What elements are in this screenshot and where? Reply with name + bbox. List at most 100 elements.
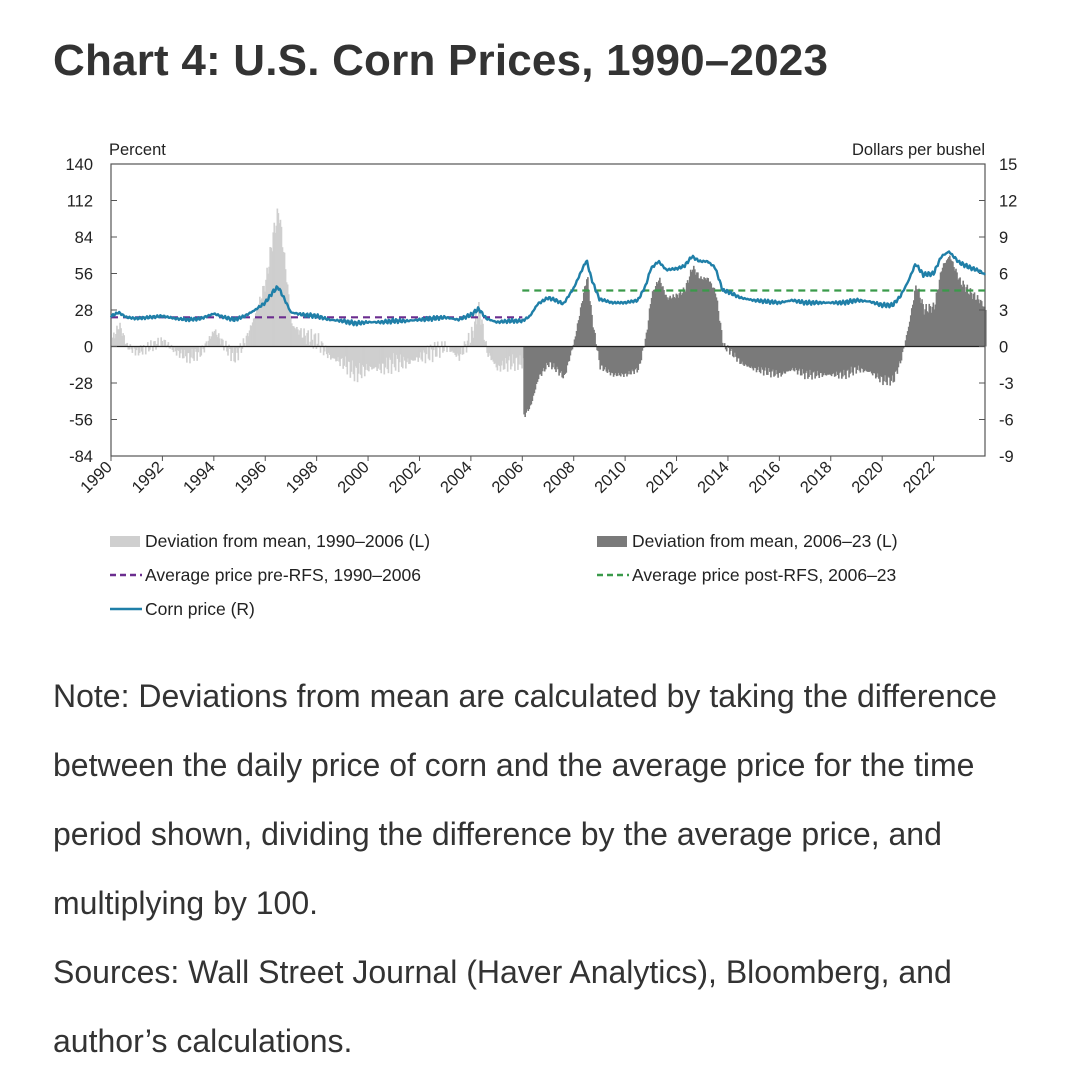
deviation-bar-post [828, 346, 831, 375]
deviation-bar-pre [271, 251, 274, 347]
deviation-bar-pre [238, 346, 241, 349]
deviation-bar-pre [243, 343, 246, 347]
deviation-bar-post [900, 346, 903, 361]
deviation-bar-post [821, 346, 824, 377]
deviation-bar-post [966, 284, 969, 347]
deviation-bar-post [804, 346, 806, 380]
deviation-bar-pre [246, 333, 249, 347]
deviation-bar-post [930, 312, 933, 347]
deviation-bar-post [881, 346, 883, 378]
deviation-bar-post [723, 343, 726, 347]
deviation-bar-pre [218, 338, 221, 347]
deviation-bar-post [899, 346, 902, 364]
deviation-bar-pre [267, 273, 269, 347]
deviation-bar-post [808, 346, 810, 377]
deviation-bar-pre [451, 346, 453, 351]
axes [110, 163, 986, 461]
deviation-bar-post [890, 346, 893, 381]
deviation-bar-pre [266, 267, 268, 347]
deviation-bar-post [876, 346, 878, 378]
deviation-bar-pre [268, 266, 270, 347]
deviation-bar-post [780, 346, 783, 377]
deviation-bar-post [974, 299, 977, 347]
deviation-bar-pre [259, 296, 261, 347]
deviation-bar-post [665, 294, 667, 347]
deviation-bar-post [698, 278, 700, 347]
deviation-bar-post [630, 346, 632, 375]
deviation-bar-pre [429, 344, 432, 347]
deviation-bar-post [956, 272, 958, 347]
deviation-bar-pre [506, 346, 509, 372]
deviation-bar-pre [287, 294, 290, 347]
deviation-bar-pre [150, 340, 152, 347]
legend-swatch-dev-post [597, 536, 627, 547]
deviation-bar-post [910, 308, 913, 347]
deviation-bar-pre [521, 346, 523, 369]
deviation-bar-post [961, 286, 963, 347]
deviation-bar-post [912, 304, 914, 347]
deviation-bar-post [746, 346, 749, 367]
deviation-bar-post [576, 323, 579, 347]
deviation-bar-pre [258, 304, 260, 347]
deviation-bar-post [859, 346, 862, 373]
deviation-bar-post [854, 346, 857, 368]
deviation-bar-post [895, 346, 898, 371]
deviation-bar-pre [342, 346, 344, 369]
deviation-bar-post [798, 346, 801, 369]
deviation-bar-pre [415, 346, 417, 358]
deviation-bar-post [597, 346, 599, 352]
deviation-bar-post [796, 346, 799, 375]
deviation-bar-pre [406, 346, 408, 363]
deviation-bar-post [749, 346, 752, 368]
deviation-bar-pre [509, 346, 512, 370]
deviation-bar-pre [142, 344, 145, 347]
deviation-bar-pre [463, 341, 466, 347]
deviation-bar-post [902, 346, 905, 349]
deviation-bar-post [559, 346, 561, 373]
x-tick-label: 2020 [848, 458, 887, 497]
deviation-bar-post [860, 346, 863, 369]
deviation-bar-pre [136, 346, 139, 348]
deviation-bar-pre [208, 336, 211, 347]
deviation-bar-post [574, 336, 577, 347]
deviation-bar-post [981, 306, 984, 347]
deviation-bar-post [908, 321, 911, 347]
deviation-bar-pre [484, 342, 486, 347]
deviation-bar-post [985, 309, 987, 347]
deviation-bar-pre [392, 346, 395, 354]
deviation-bar-post [842, 346, 844, 377]
deviation-bar-pre [360, 346, 363, 379]
deviation-bar-post [719, 322, 722, 347]
deviation-bar-post [824, 346, 827, 376]
deviation-bar-post [838, 346, 841, 373]
deviation-bar-pre [345, 346, 348, 367]
deviation-bar-post [697, 272, 699, 347]
deviation-bar-pre [475, 313, 477, 347]
deviation-bar-post [566, 346, 569, 366]
deviation-bar-post [714, 293, 717, 347]
deviation-bar-post [849, 346, 851, 374]
deviation-bar-pre [154, 341, 156, 347]
deviation-bar-pre [213, 331, 216, 347]
deviation-bar-pre [374, 346, 376, 368]
deviation-bar-pre [216, 337, 219, 347]
left-tick-label: -28 [69, 375, 93, 393]
right-tick-label: 6 [999, 266, 1008, 284]
deviation-bar-post [898, 346, 901, 362]
deviation-bar-pre [409, 346, 411, 364]
deviation-bar-pre [121, 335, 123, 347]
deviation-bar-post [975, 299, 978, 347]
deviation-bar-pre [197, 346, 199, 353]
deviation-bar-pre [257, 310, 259, 347]
deviation-bar-pre [372, 346, 374, 369]
deviation-bar-post [572, 344, 575, 347]
deviation-bar-pre [261, 298, 263, 347]
deviation-bar-post [951, 260, 953, 347]
deviation-bar-post [552, 346, 554, 368]
deviation-bar-pre [400, 346, 403, 367]
deviation-bar-post [914, 290, 916, 347]
deviation-bar-post [562, 346, 565, 379]
deviation-bar-pre [200, 346, 203, 356]
deviation-bar-pre [428, 346, 431, 361]
deviation-bar-post [605, 346, 608, 372]
